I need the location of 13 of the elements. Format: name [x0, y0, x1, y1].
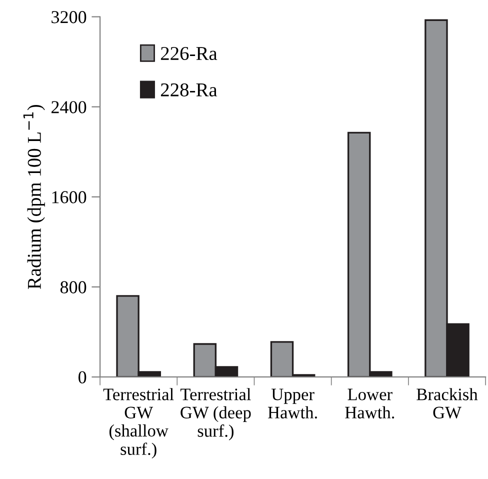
- y-axis-title: Radium (dpm 100 L$^{−1}$): [23, 104, 45, 290]
- legend-label: 226-Ra: [160, 46, 218, 60]
- y-tick-label: 800: [60, 281, 86, 294]
- x-tick-label: Upper Hawth.: [268, 388, 317, 419]
- y-tick-label: 0: [78, 371, 86, 384]
- y-tick-label: 1600: [52, 191, 86, 204]
- x-tick-label: Brackish GW: [416, 388, 478, 419]
- x-tick-label: Terrestrial GW (deep surf.): [180, 388, 251, 440]
- y-tick-label: 3200: [52, 11, 86, 24]
- y-tick-label: 2400: [52, 101, 86, 114]
- legend-label: 228-Ra: [160, 83, 218, 96]
- x-tick-label: Lower Hawth.: [345, 388, 394, 419]
- x-tick-label: Terrestrial GW (shallow surf.): [103, 388, 174, 458]
